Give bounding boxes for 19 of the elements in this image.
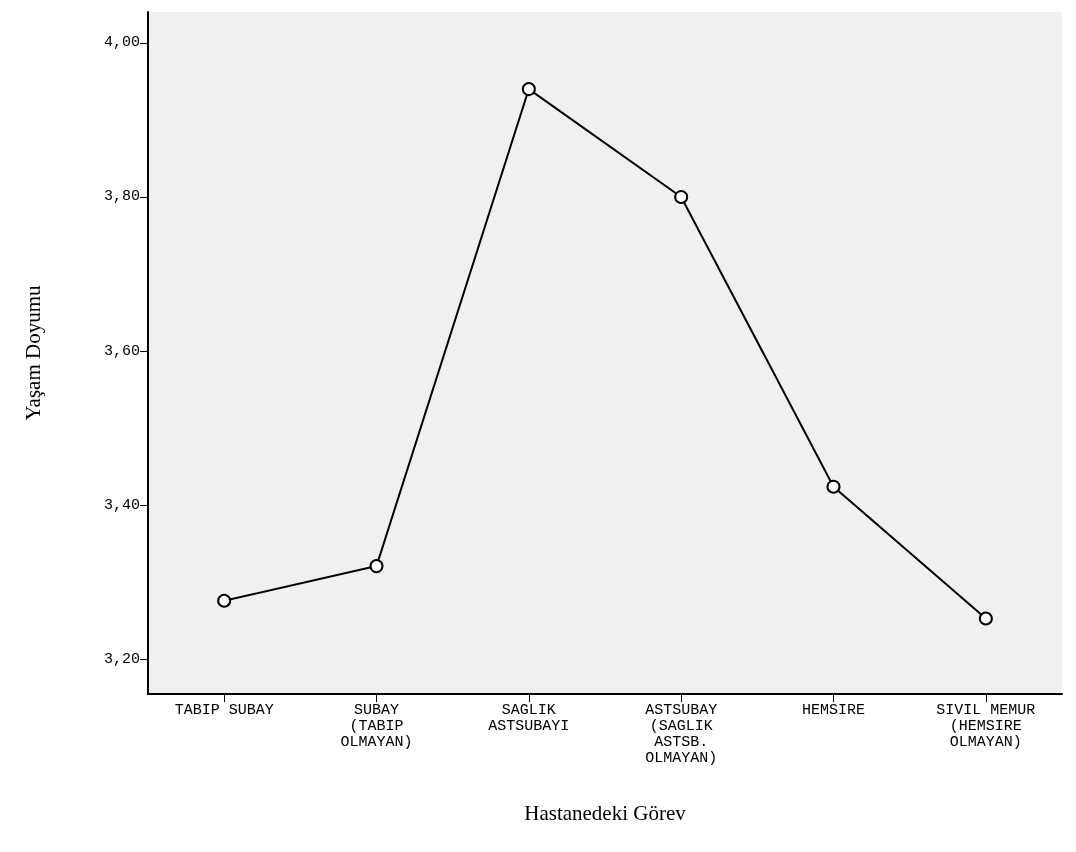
x-tick-label: HEMSIRE bbox=[801, 701, 866, 719]
point bbox=[217, 593, 232, 608]
point bbox=[978, 611, 993, 626]
point bbox=[674, 189, 689, 204]
point bbox=[369, 559, 384, 574]
y-tick-label: 4,00 bbox=[103, 34, 140, 52]
y-tick-label: 3,80 bbox=[103, 188, 140, 206]
x-tick-label: TABIP SUBAY bbox=[174, 701, 274, 719]
point bbox=[521, 82, 536, 97]
y-axis-title: Yaşam Doyumu bbox=[20, 285, 45, 421]
y-tick-label: 3,40 bbox=[103, 496, 140, 514]
y-tick-label: 3,20 bbox=[103, 650, 140, 668]
x-tick-label: SIVIL MEMUR (HEMSIRE OLMAYAN) bbox=[936, 701, 1036, 751]
x-tick-label: SAGLIK ASTSUBAYI bbox=[488, 701, 570, 735]
x-tick-label: ASTSUBAY (SAGLIK ASTSB. OLMAYAN) bbox=[645, 701, 718, 767]
point bbox=[826, 479, 841, 494]
x-tick-label: SUBAY (TABIP OLMAYAN) bbox=[340, 701, 413, 751]
x-axis-title: Hastanedeki Görev bbox=[524, 800, 687, 825]
y-tick-label: 3,60 bbox=[103, 342, 140, 360]
